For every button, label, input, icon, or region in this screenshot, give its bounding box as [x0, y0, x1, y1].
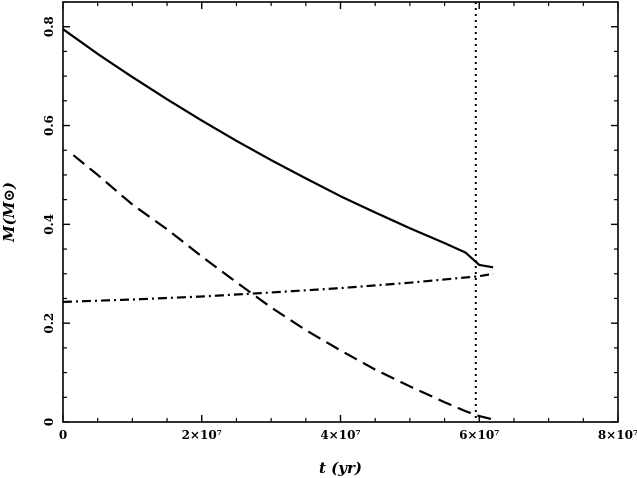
- x-tick-label: 0: [59, 428, 67, 442]
- y-tick-label: 0.2: [42, 313, 56, 334]
- axis-ticks: [62, 1, 619, 423]
- x-tick-label: 8×10⁷: [598, 428, 637, 442]
- x-tick-label: 2×10⁷: [182, 428, 222, 442]
- y-tick-label: 0.8: [42, 16, 56, 37]
- y-tick-label: 0.4: [42, 214, 56, 235]
- y-tick-label: 0.6: [42, 115, 56, 136]
- y-axis-title: M(M⊙): [0, 182, 18, 243]
- y-tick-label: 0: [42, 418, 56, 426]
- y-tick-labels: 0 0.2 0.4 0.6 0.8: [42, 16, 56, 426]
- x-tick-label: 6×10⁷: [459, 428, 499, 442]
- series-line-dash-dot: [62, 272, 494, 303]
- x-axis-title: t (yr): [319, 459, 362, 477]
- x-tick-label: 4×10⁷: [320, 428, 360, 442]
- series-line-solid: [62, 28, 494, 269]
- plot-frame: [62, 1, 619, 423]
- x-tick-labels: 0 2×10⁷ 4×10⁷ 6×10⁷ 8×10⁷: [59, 428, 637, 442]
- series-group: [62, 28, 494, 421]
- series-line-dashed: [72, 154, 494, 421]
